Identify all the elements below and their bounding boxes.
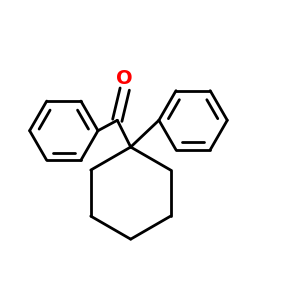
- Text: O: O: [116, 69, 133, 88]
